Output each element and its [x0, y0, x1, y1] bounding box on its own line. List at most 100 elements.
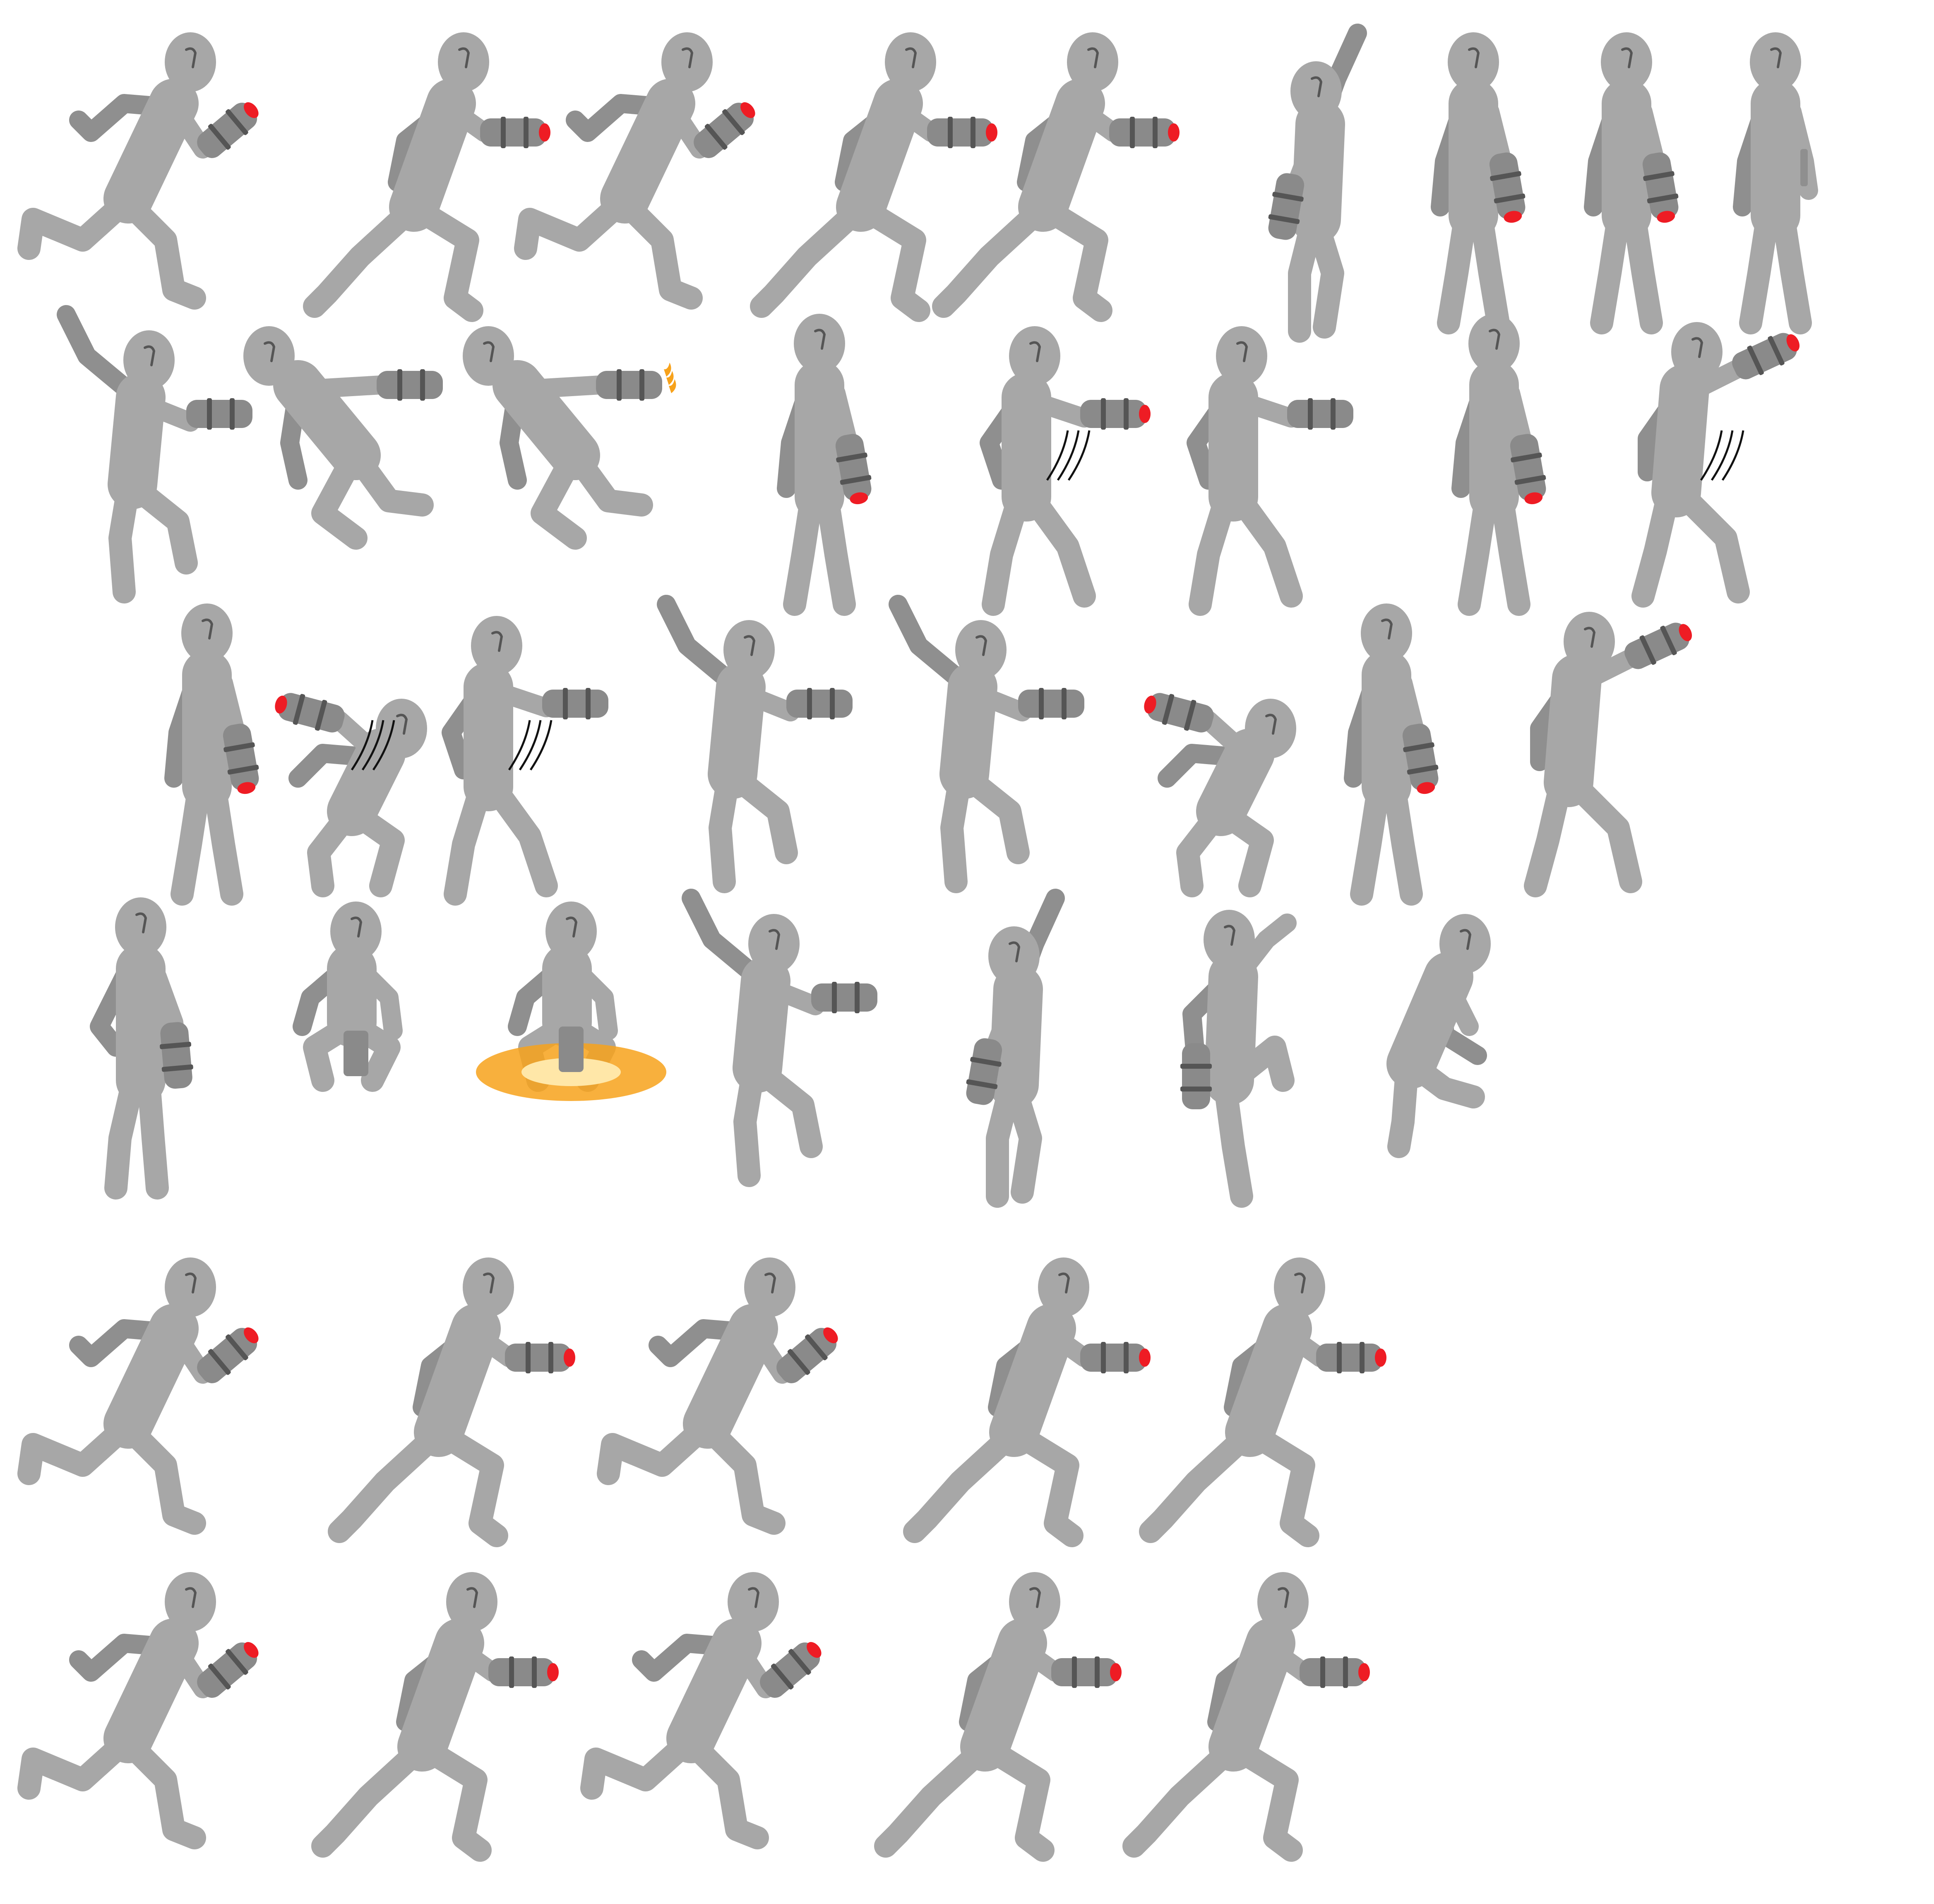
head — [728, 1572, 779, 1632]
front-leg — [613, 191, 703, 310]
cannon-muzzle-glow — [237, 782, 256, 794]
cannon-band — [1343, 1656, 1348, 1688]
cannon-muzzle-glow — [1417, 782, 1435, 794]
face-line — [458, 47, 470, 68]
sprite-frame-jump-punch — [657, 595, 853, 893]
head — [744, 1257, 795, 1317]
torso — [1225, 1304, 1312, 1457]
sprite-frame-run-d — [750, 32, 997, 322]
sprite-frame-jump-wave — [889, 595, 1084, 893]
cannon-band — [1062, 688, 1067, 719]
front-leg — [680, 1731, 769, 1849]
motion-line — [372, 720, 395, 771]
torso — [389, 79, 476, 232]
flame-spark — [669, 379, 676, 393]
cannon-band — [1180, 1064, 1212, 1069]
cannon-muzzle-glow — [1110, 1663, 1122, 1681]
sprite-frame-punch — [1187, 326, 1353, 616]
motion-line — [361, 720, 384, 771]
cannon-band — [509, 1656, 514, 1688]
cannon-band — [787, 1349, 810, 1375]
arm-cannon — [1642, 152, 1679, 223]
sprite-frame-crouch-swipe — [275, 693, 427, 897]
sprite-frame-climb — [1180, 910, 1297, 1208]
arm-cannon — [1268, 173, 1305, 240]
back-leg — [531, 448, 587, 550]
sprite-frame-jump-wave — [57, 305, 252, 603]
front-leg — [1209, 800, 1274, 897]
head — [885, 32, 936, 92]
cannon-band — [225, 1334, 248, 1361]
back-leg — [311, 1739, 430, 1858]
cannon-band — [971, 117, 975, 148]
cannon-barrel — [377, 371, 443, 399]
front-arm — [1439, 976, 1479, 1036]
front-arm — [1017, 1642, 1065, 1682]
arm-cannon — [197, 1327, 259, 1383]
head — [123, 330, 175, 390]
sprite-frame-run-a — [17, 1572, 259, 1849]
cannon-muzzle-glow — [807, 1642, 822, 1658]
flame-spark — [664, 363, 671, 377]
arm-cannon — [1732, 333, 1800, 380]
front-leg — [402, 195, 483, 322]
motion-line — [1721, 430, 1744, 481]
back-leg — [1139, 1425, 1257, 1543]
back-leg — [328, 1425, 446, 1543]
front-arm — [1232, 392, 1301, 428]
face-line — [764, 1272, 776, 1293]
cannon-band — [207, 398, 212, 430]
head — [1290, 61, 1342, 121]
front-leg — [1623, 208, 1663, 334]
sprite-frame-jump-wave — [682, 889, 877, 1187]
front-leg — [1222, 1036, 1295, 1092]
front-leg — [1470, 208, 1510, 334]
flame-spark — [666, 371, 674, 385]
cannon-muzzle-glow — [547, 1663, 559, 1681]
head — [1245, 699, 1296, 758]
cannon-barrel — [488, 1658, 555, 1686]
cannon-band — [1101, 1342, 1106, 1373]
sprite-frame-run-e — [1139, 1257, 1386, 1547]
front-arm — [1025, 392, 1094, 428]
arm-cannon — [596, 363, 676, 401]
back-leg — [597, 1416, 715, 1485]
head — [1038, 1257, 1089, 1317]
front-leg — [816, 489, 856, 616]
arm-cannon — [505, 1342, 575, 1373]
cannon-band — [855, 982, 860, 1013]
cannon-barrel — [694, 103, 754, 158]
torso — [666, 1618, 762, 1763]
arm-cannon — [1489, 152, 1526, 223]
cannon-barrel — [542, 690, 608, 718]
front-leg — [137, 1073, 169, 1200]
cannon-band — [161, 1064, 193, 1072]
front-leg — [1002, 1073, 1042, 1204]
head — [1204, 910, 1255, 969]
face-line — [744, 635, 756, 656]
cannon-band — [1643, 171, 1675, 181]
arm-cannon — [1287, 398, 1353, 430]
sprite-frame-idle-cannon — [1451, 314, 1546, 616]
sprite-frame-crouch-aim — [1144, 693, 1296, 897]
cannon-muzzle-glow — [275, 695, 287, 714]
cannon-band — [1072, 1656, 1077, 1688]
cannon-band — [617, 369, 622, 401]
face-line — [1460, 929, 1472, 950]
sprite-frame-idle-cannon — [1584, 32, 1679, 334]
front-arm — [1679, 359, 1748, 403]
front-arm — [764, 980, 825, 1015]
torso — [1018, 79, 1105, 232]
front-leg — [125, 477, 198, 575]
cannon-barrel — [786, 690, 853, 718]
cannon-muzzle-glow — [1168, 123, 1180, 142]
front-leg — [849, 195, 930, 322]
arm-cannon — [1018, 688, 1084, 719]
head — [463, 1257, 514, 1317]
cannon-band — [830, 688, 835, 719]
head — [165, 32, 216, 92]
face-line — [1294, 1272, 1306, 1293]
front-arm — [454, 1642, 502, 1682]
cannon-barrel — [197, 1328, 257, 1383]
cannon-barrel — [1109, 118, 1175, 147]
